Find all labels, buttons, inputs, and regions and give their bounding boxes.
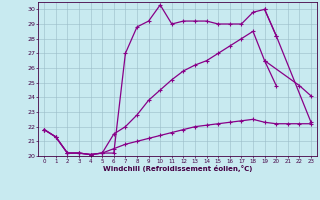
X-axis label: Windchill (Refroidissement éolien,°C): Windchill (Refroidissement éolien,°C) (103, 165, 252, 172)
